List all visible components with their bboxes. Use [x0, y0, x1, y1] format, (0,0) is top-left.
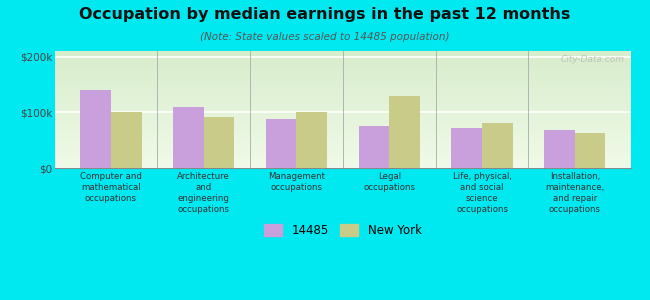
Bar	[482, 123, 513, 168]
Bar	[173, 107, 203, 168]
Text: City-Data.com: City-Data.com	[561, 55, 625, 64]
Bar	[389, 96, 420, 168]
Bar	[203, 117, 234, 168]
Bar	[575, 133, 605, 168]
Text: Occupation by median earnings in the past 12 months: Occupation by median earnings in the pas…	[79, 8, 571, 22]
Bar	[111, 112, 142, 168]
Bar	[544, 130, 575, 168]
Bar	[266, 119, 296, 168]
Text: (Note: State values scaled to 14485 population): (Note: State values scaled to 14485 popu…	[200, 32, 450, 41]
Bar	[452, 128, 482, 168]
Legend: 14485, New York: 14485, New York	[259, 219, 426, 242]
Bar	[359, 126, 389, 168]
Bar	[81, 90, 111, 168]
Bar	[296, 112, 327, 168]
